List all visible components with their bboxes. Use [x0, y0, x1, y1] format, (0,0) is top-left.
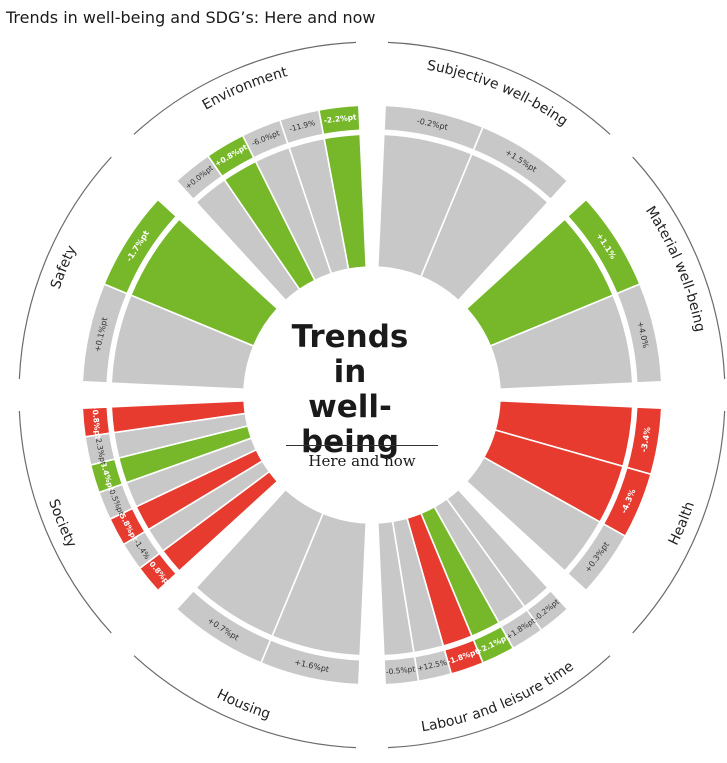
indicator-label: +0.8%pt: [90, 403, 102, 440]
center-disc: [246, 269, 498, 521]
indicator-bar: [323, 133, 368, 271]
center-title-line-1: Trends: [291, 319, 409, 355]
indicator-label-box: [175, 589, 272, 664]
indicator-bar: [194, 488, 325, 638]
center-title-line-2: in: [333, 354, 367, 390]
segment-name-society: Society: [45, 497, 79, 550]
segment-outline-labour-and-leisure-time: [387, 655, 611, 749]
segment-outline-health: [632, 410, 726, 634]
indicator-label: -2.2%pt: [323, 112, 357, 125]
indicator-label: -0.5%pt: [385, 665, 415, 677]
indicator-bar: [376, 520, 415, 657]
segment-outline-environment: [133, 41, 357, 135]
segment-name-safety: Safety: [48, 243, 80, 291]
indicator-bar: [110, 399, 247, 434]
segment-outline-subjective-well-being: [387, 41, 611, 135]
indicator-bar: [129, 217, 279, 348]
segment-name-housing: Housing: [214, 686, 272, 722]
segment-outline-society: [18, 410, 112, 634]
segment-name-environment: Environment: [200, 64, 290, 113]
indicator-label-box: [81, 406, 111, 438]
indicator-bar: [489, 294, 634, 391]
page-title: Trends in well-being and SDG’s: Here and…: [6, 8, 376, 27]
indicator-label-box: [566, 522, 627, 592]
center-title-line-3: well-being: [300, 389, 400, 460]
indicator-label-box: [317, 104, 361, 136]
indicator-label-box: [472, 126, 569, 201]
indicator-bar: [465, 456, 602, 573]
segment-outline-housing: [133, 655, 357, 749]
segment-name-material-well-being: Material well-being: [642, 203, 708, 333]
center-subtitle: Here and now: [308, 452, 416, 470]
indicator-label: -3.4%: [639, 426, 652, 453]
center-divider: [286, 445, 438, 446]
segment-outline-material-well-being: [632, 156, 726, 380]
segment-society: +0.8%pt-1.4%-5.8%pt-0.5%pt-3.4%pt+2.3%pt…: [45, 399, 279, 592]
indicator-label-box: [103, 198, 178, 295]
indicator-label-box: [383, 655, 420, 686]
segment-outline-safety: [18, 156, 112, 380]
indicator-bar: [419, 152, 550, 302]
indicator-label-box: [615, 282, 663, 384]
center-title: Trends in well-being: [264, 320, 436, 460]
